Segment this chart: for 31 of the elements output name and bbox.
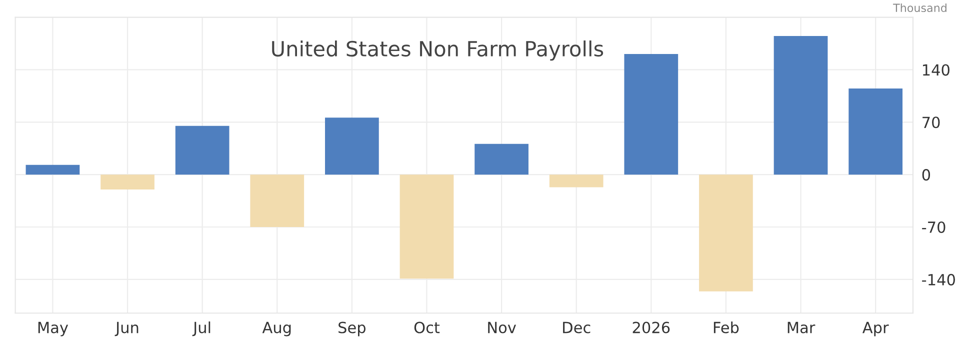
bar xyxy=(26,164,80,175)
y-tick-label: -140 xyxy=(922,274,955,286)
x-tick-label: Mar xyxy=(788,322,816,334)
y-tick-label: 140 xyxy=(922,64,950,76)
x-tick-label: Jul xyxy=(192,321,210,336)
bar xyxy=(549,174,604,188)
x-tick-label: Nov xyxy=(488,322,516,334)
x-tick-label: Oct xyxy=(414,322,440,334)
y-tick-label: -70 xyxy=(922,221,946,234)
bar xyxy=(624,54,678,175)
x-tick-label: Aug xyxy=(262,322,291,336)
bar xyxy=(250,174,304,227)
bar xyxy=(100,174,154,190)
bar xyxy=(400,174,454,279)
bar xyxy=(175,126,230,175)
x-tick-label: 2026 xyxy=(632,322,670,334)
bar xyxy=(774,36,828,175)
x-tick-label: Sep xyxy=(338,322,366,336)
y-tick-label: 0 xyxy=(922,169,930,181)
x-tick-label: Jun xyxy=(114,322,138,336)
bar xyxy=(325,118,379,175)
x-tick-label: Feb xyxy=(714,321,739,334)
bar xyxy=(474,144,528,175)
bar xyxy=(848,88,903,175)
text: United States Non Farm Payrolls xyxy=(272,40,604,61)
bar xyxy=(699,174,753,292)
x-tick-label: May xyxy=(38,322,68,336)
x-tick-label: Dec xyxy=(563,322,590,334)
x-tick-label: Apr xyxy=(862,322,889,336)
text: Thousand xyxy=(893,3,946,12)
y-tick-label: 70 xyxy=(922,116,940,128)
